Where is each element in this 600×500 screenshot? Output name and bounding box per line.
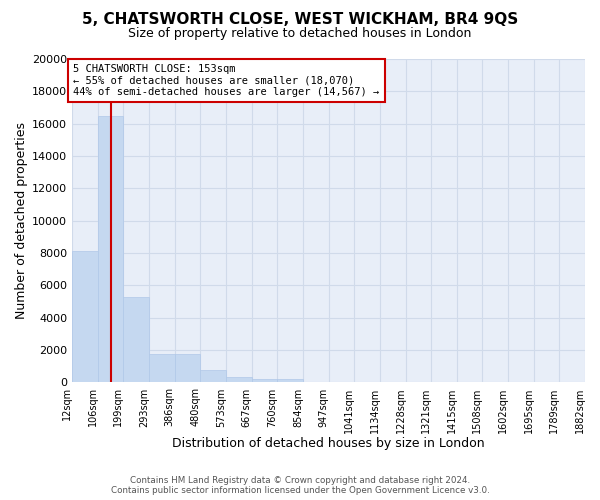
Bar xyxy=(175,354,200,382)
X-axis label: Distribution of detached houses by size in London: Distribution of detached houses by size … xyxy=(172,437,485,450)
Bar xyxy=(124,297,149,382)
Text: Contains HM Land Registry data © Crown copyright and database right 2024.
Contai: Contains HM Land Registry data © Crown c… xyxy=(110,476,490,495)
Bar xyxy=(149,354,175,382)
Y-axis label: Number of detached properties: Number of detached properties xyxy=(15,122,28,319)
Text: Size of property relative to detached houses in London: Size of property relative to detached ho… xyxy=(128,28,472,40)
Text: 5 CHATSWORTH CLOSE: 153sqm
← 55% of detached houses are smaller (18,070)
44% of : 5 CHATSWORTH CLOSE: 153sqm ← 55% of deta… xyxy=(73,64,380,97)
Bar xyxy=(200,370,226,382)
Bar xyxy=(277,379,303,382)
Bar xyxy=(72,252,98,382)
Bar xyxy=(98,116,124,382)
Bar xyxy=(226,377,251,382)
Bar xyxy=(251,379,277,382)
Text: 5, CHATSWORTH CLOSE, WEST WICKHAM, BR4 9QS: 5, CHATSWORTH CLOSE, WEST WICKHAM, BR4 9… xyxy=(82,12,518,28)
